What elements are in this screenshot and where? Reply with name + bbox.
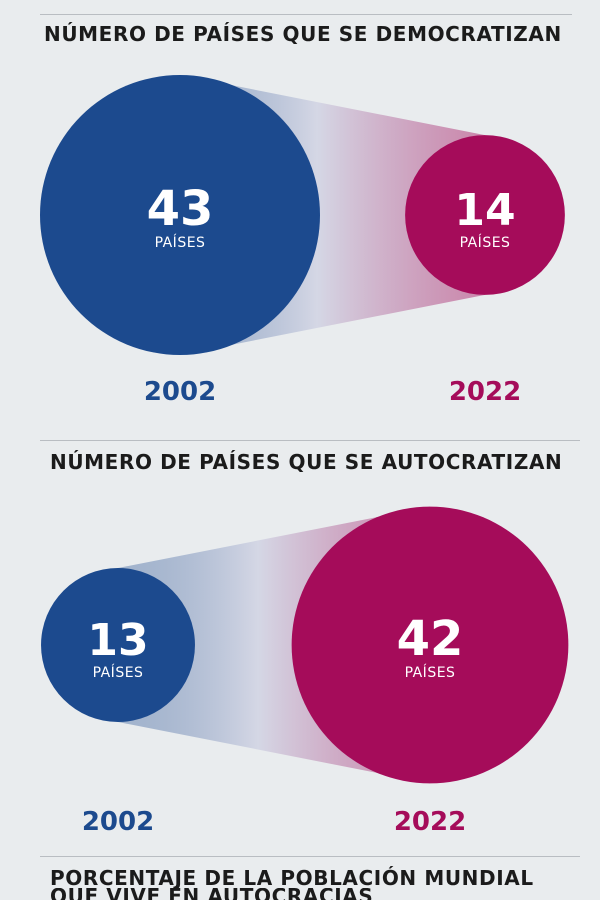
section-title-democratizan: NÚMERO DE PAÍSES QUE SE DEMOCRATIZAN [44,22,562,46]
year-label-2022: 2022 [449,377,521,407]
unit-label-2022: PAÍSES [405,664,456,681]
section-rule [40,856,580,857]
year-label-2022: 2022 [394,807,466,837]
value-label-2002: 13 [87,615,148,666]
unit-label-2022: PAÍSES [460,234,511,251]
section-rule [40,440,580,441]
section-title-autocratizan: NÚMERO DE PAÍSES QUE SE AUTOCRATIZAN [50,450,563,474]
bubble-2002 [40,75,320,355]
value-label-2022: 42 [397,611,464,667]
section-title-poblacion-line2-clip: QUE VIVE EN AUTOCRACIAS [0,888,600,900]
bubble-2022 [405,135,565,295]
chart-democratizan: 43 PAÍSES 14 PAÍSES 2002 2022 [40,75,565,407]
unit-label-2002: PAÍSES [93,664,144,681]
section-title-poblacion: PORCENTAJE DE LA POBLACIÓN MUNDIAL [50,866,534,890]
year-label-2002: 2002 [144,377,216,407]
top-rule [40,14,572,15]
bubble-2002 [41,568,195,722]
section-title-poblacion-line2: QUE VIVE EN AUTOCRACIAS [50,888,374,900]
chart-autocratizan: 13 PAÍSES 42 PAÍSES 2002 2022 [41,506,569,837]
year-label-2002: 2002 [82,807,154,837]
unit-label-2002: PAÍSES [155,234,206,251]
value-label-2002: 43 [147,181,214,237]
value-label-2022: 14 [454,185,515,236]
bubble-2022 [291,506,569,784]
